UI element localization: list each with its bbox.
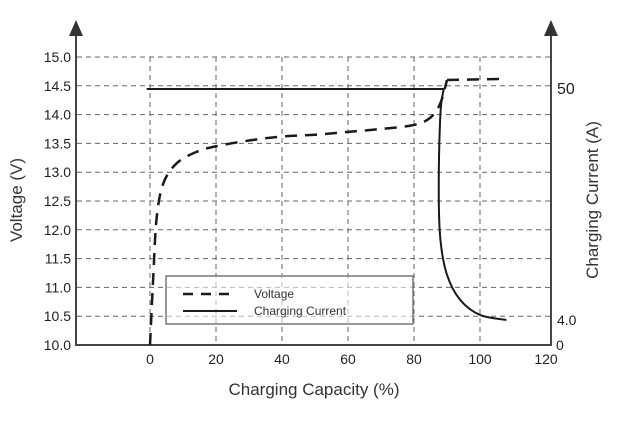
y-tick-label: 11.5 [45, 251, 71, 267]
y-axis-title: Voltage (V) [7, 158, 26, 242]
x-tick-label: 60 [340, 351, 356, 367]
x-tick-label: 20 [208, 351, 224, 367]
legend-current-label: Charging Current [254, 304, 347, 318]
x-tick-label: 100 [468, 351, 492, 367]
x-axis-title: Charging Capacity (%) [228, 380, 399, 399]
x-tick-label: 40 [274, 351, 290, 367]
y-tick-label: 12.5 [44, 193, 71, 209]
y2-tick-4: 4.0 [557, 312, 577, 328]
left-axis-arrow-icon [69, 20, 83, 36]
voltage-series [148, 77, 507, 346]
y-tick-label: 13.5 [44, 135, 71, 151]
y-tick-label: 10.5 [44, 308, 71, 324]
charging-current-series [146, 88, 507, 321]
y-tick-label: 15.0 [44, 49, 71, 65]
right-axis-arrow-icon [544, 20, 558, 36]
y2-tick-50: 50 [557, 81, 575, 98]
x-tick-labels: 0 20 40 60 80 100 120 [146, 351, 558, 367]
y-tick-label: 13.0 [44, 164, 71, 180]
y-tick-labels: 10.0 10.5 11.0 11.5 12.0 12.5 13.0 13.5 14.0 14.5… [44, 49, 71, 353]
y-tick-label: 11.0 [45, 279, 71, 295]
legend-voltage-label: Voltage [254, 287, 294, 301]
grid-lines [77, 56, 550, 344]
y2-axis-title: Charging Current (A) [583, 121, 602, 279]
legend: Voltage Charging Current [165, 275, 414, 325]
y-tick-label: 10.0 [44, 337, 71, 353]
y-tick-label: 12.0 [44, 222, 71, 238]
x-tick-label: 120 [534, 351, 558, 367]
y2-tick-0: 0 [556, 337, 564, 353]
y-tick-label: 14.0 [44, 107, 71, 123]
x-tick-label: 80 [406, 351, 422, 367]
legend-box [165, 275, 414, 325]
x-tick-label: 0 [146, 351, 154, 367]
y-tick-label: 14.5 [44, 78, 71, 94]
